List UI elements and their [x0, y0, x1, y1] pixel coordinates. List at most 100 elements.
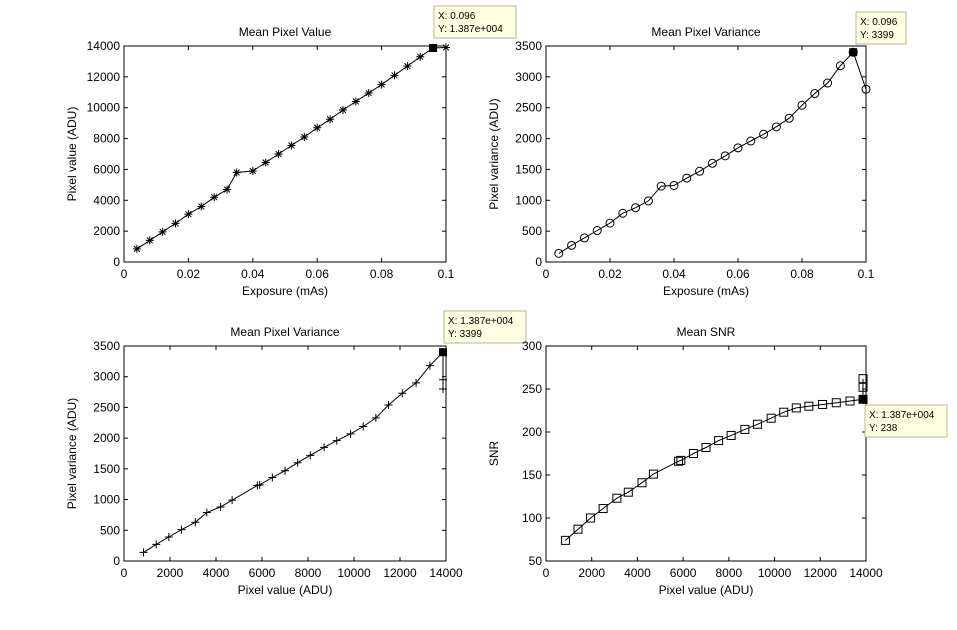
data-point — [637, 478, 647, 488]
x-tick-label: 0.08 — [790, 267, 814, 281]
x-tick-label: 2000 — [157, 566, 184, 580]
x-tick-label: 0.06 — [306, 267, 330, 281]
y-tick-label: 0 — [535, 255, 542, 269]
panel-mean-snr: Mean SNR Pixel value (ADU) SNR 0 2000 4000… — [487, 325, 948, 597]
data-point — [771, 122, 781, 132]
data-point — [320, 443, 329, 452]
datatip-box — [433, 5, 517, 39]
datatip-text: Y: 3399 — [860, 30, 894, 41]
data-point — [398, 389, 407, 398]
data-point — [351, 97, 360, 106]
data-point — [248, 166, 257, 175]
y-tick-label: 14000 — [87, 39, 121, 53]
data-point — [359, 422, 368, 431]
data-point — [346, 429, 355, 438]
panel-mean-pixel-variance-exposure: Mean Pixel Variance Exposure (mAs) Pixel… — [487, 11, 907, 298]
y-tick-label: 0 — [113, 554, 120, 568]
data-point — [261, 158, 270, 167]
datatip-text: Y: 1.387e+004 — [438, 24, 503, 35]
x-tick-label: 0.06 — [726, 267, 750, 281]
y-tick-label: 200 — [522, 425, 542, 439]
x-tick-label: 10000 — [758, 566, 792, 580]
data-point — [184, 210, 193, 219]
data-point — [210, 193, 219, 202]
y-axis-label: Pixel value (ADU) — [65, 107, 79, 202]
y-tick-label: 3500 — [515, 39, 542, 53]
data-point — [643, 196, 653, 206]
x-tick-label: 12000 — [804, 566, 838, 580]
y-axis-label: Pixel variance (ADU) — [487, 98, 501, 209]
datatip-marker — [849, 48, 858, 57]
y-tick-label: 2500 — [515, 101, 542, 115]
data-point — [202, 508, 211, 517]
datatip-text: Y: 238 — [869, 423, 898, 434]
data-point — [223, 185, 232, 194]
data-point — [442, 43, 450, 52]
datatip-marker — [429, 44, 438, 53]
data-point — [287, 141, 296, 150]
data-point — [823, 78, 833, 88]
data-point — [612, 493, 622, 503]
data-point — [191, 518, 200, 527]
data-point — [164, 533, 173, 542]
series-line — [565, 378, 864, 541]
data-point — [752, 419, 762, 429]
x-tick-label: 6000 — [249, 566, 276, 580]
data-point — [412, 378, 421, 387]
data-point — [132, 244, 141, 253]
x-tick-label: 14000 — [429, 566, 463, 580]
data-point — [228, 496, 237, 505]
data-point — [332, 436, 341, 445]
data-point — [377, 80, 386, 89]
data-point — [371, 413, 380, 422]
x-tick-label: 0.1 — [858, 267, 875, 281]
y-tick-label: 100 — [522, 511, 542, 525]
plot-area — [545, 345, 867, 562]
data-point — [797, 100, 807, 110]
data-point — [567, 240, 577, 250]
data-point — [676, 455, 686, 465]
series-line — [558, 51, 867, 254]
y-tick-label: 500 — [100, 523, 120, 537]
x-tick-label: 8000 — [716, 566, 743, 580]
data-point — [631, 203, 641, 213]
y-tick-label: 250 — [522, 382, 542, 396]
data-point — [300, 133, 309, 142]
y-tick-label: 3000 — [93, 370, 120, 384]
x-axis-label: Pixel value (ADU) — [659, 583, 754, 597]
data-point — [232, 168, 241, 177]
y-tick-label: 3500 — [93, 339, 120, 353]
panel-mean-pixel-variance-value: Mean Pixel Variance Pixel value (ADU) Pi… — [65, 310, 527, 597]
y-tick-label: 2000 — [515, 132, 542, 146]
data-point — [439, 385, 448, 393]
data-point — [648, 469, 658, 479]
data-point — [810, 89, 820, 99]
x-tick-label: 2000 — [578, 566, 605, 580]
data-point — [390, 71, 399, 80]
datatip-marker — [439, 348, 448, 357]
y-tick-label: 12000 — [87, 70, 121, 84]
datatip-box — [864, 404, 948, 438]
y-tick-label: 2500 — [93, 400, 120, 414]
data-point — [364, 89, 373, 98]
data-point — [623, 487, 633, 497]
y-tick-label: 500 — [522, 224, 542, 238]
y-axis-label: SNR — [487, 441, 501, 467]
data-point — [274, 150, 283, 158]
y-tick-label: 1500 — [515, 162, 542, 176]
y-tick-label: 10000 — [87, 101, 121, 115]
x-tick-label: 0.02 — [177, 267, 201, 281]
datatip-box — [443, 310, 527, 344]
y-tick-label: 1000 — [93, 493, 120, 507]
data-point — [674, 456, 684, 466]
data-point — [618, 208, 628, 218]
data-point — [306, 451, 315, 460]
datatip-text: X: 0.096 — [860, 17, 898, 28]
datatip-text: X: 1.387e+004 — [448, 316, 514, 327]
data-point — [560, 535, 570, 545]
data-point — [313, 123, 322, 132]
data-point — [573, 524, 583, 534]
x-tick-label: 0.02 — [598, 267, 622, 281]
data-point — [779, 407, 789, 417]
data-point — [579, 233, 589, 243]
